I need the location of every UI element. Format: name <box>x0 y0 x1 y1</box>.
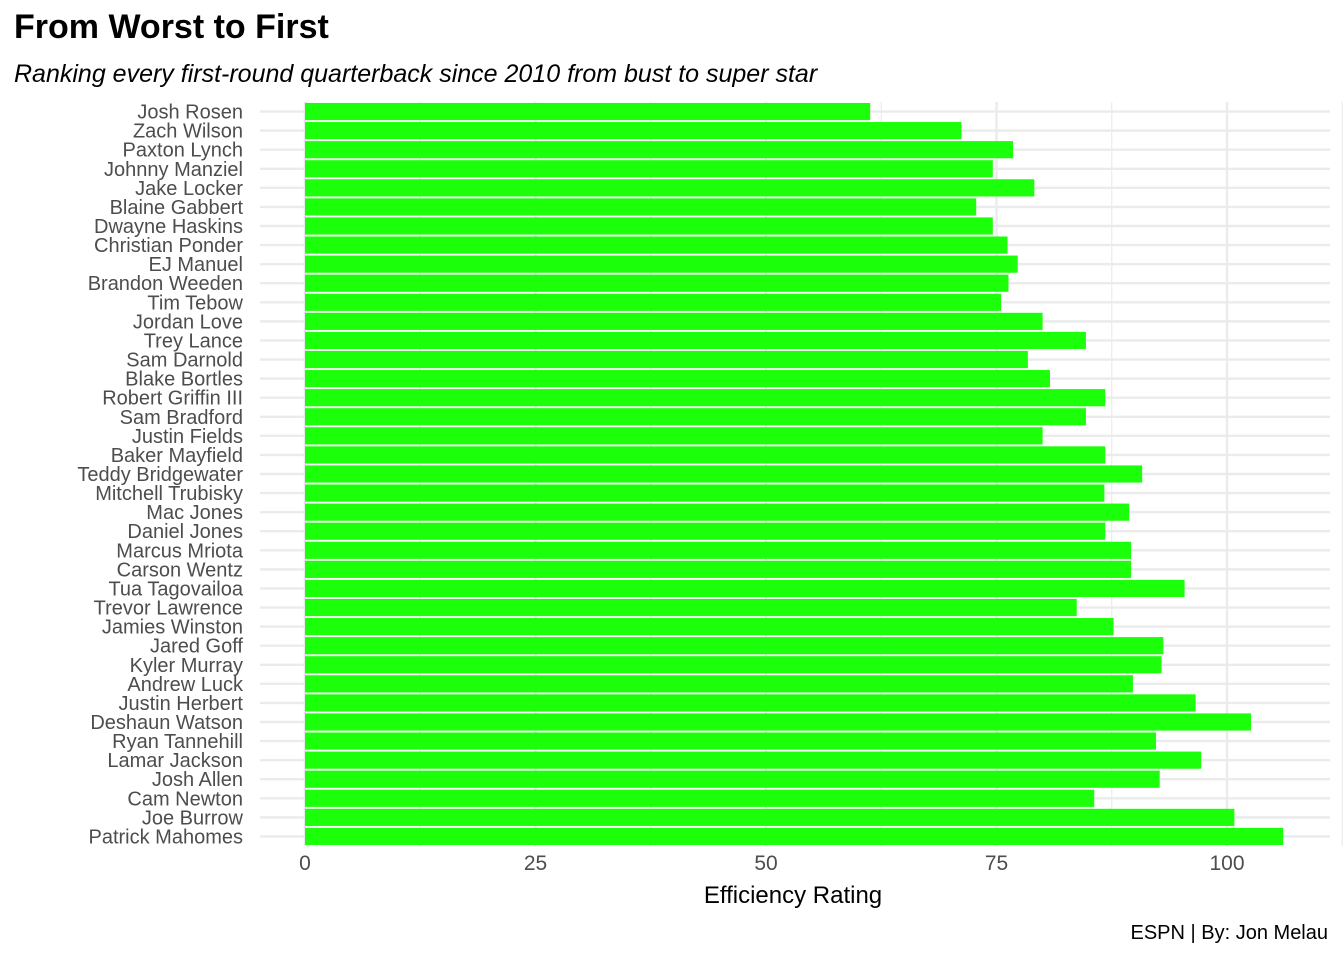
bar <box>305 541 1132 559</box>
bar <box>305 732 1157 750</box>
bar <box>305 560 1132 578</box>
bar <box>305 827 1284 846</box>
category-label: Zach Wilson <box>133 121 243 143</box>
bar <box>305 255 1018 273</box>
x-tick-label: 0 <box>299 852 311 875</box>
category-label: Jamies Winston <box>102 617 243 639</box>
bar <box>305 350 1028 369</box>
chart-subtitle: Ranking every first-round quarterback si… <box>14 60 818 88</box>
bar <box>305 522 1106 540</box>
bar <box>305 389 1106 407</box>
category-label: Sam Darnold <box>126 350 243 372</box>
category-label: Justin Fields <box>132 426 243 448</box>
category-label: Brandon Weeden <box>88 273 243 295</box>
bar <box>305 293 1002 311</box>
category-label: Johnny Manziel <box>104 159 243 181</box>
bar <box>305 808 1235 826</box>
bar <box>305 141 1014 159</box>
bar <box>305 198 977 216</box>
category-label: Marcus Mriota <box>116 540 244 562</box>
category-label: Cam Newton <box>127 788 243 810</box>
bar <box>305 484 1105 502</box>
chart-caption: ESPN | By: Jon Melau <box>1130 922 1329 944</box>
category-label: Blaine Gabbert <box>110 197 244 219</box>
category-label: Jordan Love <box>133 311 243 333</box>
bar <box>305 446 1106 464</box>
category-label: Sam Bradford <box>120 407 243 429</box>
category-label: Dwayne Haskins <box>94 216 243 238</box>
x-axis-label: Efficiency Rating <box>704 882 882 909</box>
bar <box>305 694 1196 712</box>
bar <box>305 503 1130 521</box>
category-label: Jake Locker <box>135 178 243 200</box>
bar <box>305 122 962 140</box>
category-label: Trevor Lawrence <box>94 598 243 620</box>
category-label: Teddy Bridgewater <box>77 464 243 486</box>
category-label: Daniel Jones <box>127 521 243 543</box>
bar <box>305 236 1008 254</box>
bar <box>305 370 1050 388</box>
bar <box>305 656 1162 674</box>
bar <box>305 331 1086 350</box>
category-label: Blake Bortles <box>125 369 243 391</box>
category-label: Lamar Jackson <box>107 750 243 772</box>
category-label: Jared Goff <box>150 636 243 658</box>
bar <box>305 770 1160 788</box>
category-label: Paxton Lynch <box>123 140 243 162</box>
x-tick-label: 75 <box>985 852 1008 875</box>
bar <box>305 713 1251 731</box>
category-label: Carson Wentz <box>117 559 243 581</box>
category-label: Kyler Murray <box>130 655 243 677</box>
chart-title: From Worst to First <box>14 8 329 46</box>
bar <box>305 160 993 178</box>
category-label: Deshaun Watson <box>90 712 243 734</box>
category-label: Patrick Mahomes <box>89 826 244 848</box>
category-label: Mac Jones <box>146 502 243 524</box>
x-tick-label: 50 <box>754 852 777 875</box>
category-label: Tim Tebow <box>147 292 243 314</box>
category-label: Josh Allen <box>152 769 243 791</box>
bar <box>305 179 1035 197</box>
bar <box>305 598 1077 617</box>
category-label: Ryan Tannehill <box>112 731 243 753</box>
bar <box>305 274 1009 292</box>
category-label: Robert Griffin III <box>102 388 243 410</box>
bar <box>305 751 1202 769</box>
bar <box>305 408 1086 426</box>
bar <box>305 789 1095 807</box>
bar <box>305 465 1143 483</box>
bar <box>305 579 1185 598</box>
x-tick-label: 100 <box>1209 852 1244 875</box>
category-label: EJ Manuel <box>149 254 244 276</box>
category-label: Josh Rosen <box>137 102 243 124</box>
category-label: Andrew Luck <box>127 674 244 696</box>
bar <box>305 637 1164 655</box>
bar <box>305 217 993 235</box>
bar <box>305 427 1043 445</box>
category-label: Baker Mayfield <box>111 445 243 467</box>
category-label: Trey Lance <box>144 330 243 352</box>
category-label: Justin Herbert <box>119 693 244 715</box>
category-label: Tua Tagovailoa <box>108 578 243 600</box>
category-label: Joe Burrow <box>142 807 244 829</box>
category-label: Mitchell Trubisky <box>95 483 243 505</box>
bar <box>305 312 1043 330</box>
category-label: Christian Ponder <box>94 235 243 257</box>
x-tick-label: 25 <box>524 852 547 875</box>
bar <box>305 675 1133 693</box>
bar <box>305 102 871 121</box>
bar <box>305 618 1114 636</box>
